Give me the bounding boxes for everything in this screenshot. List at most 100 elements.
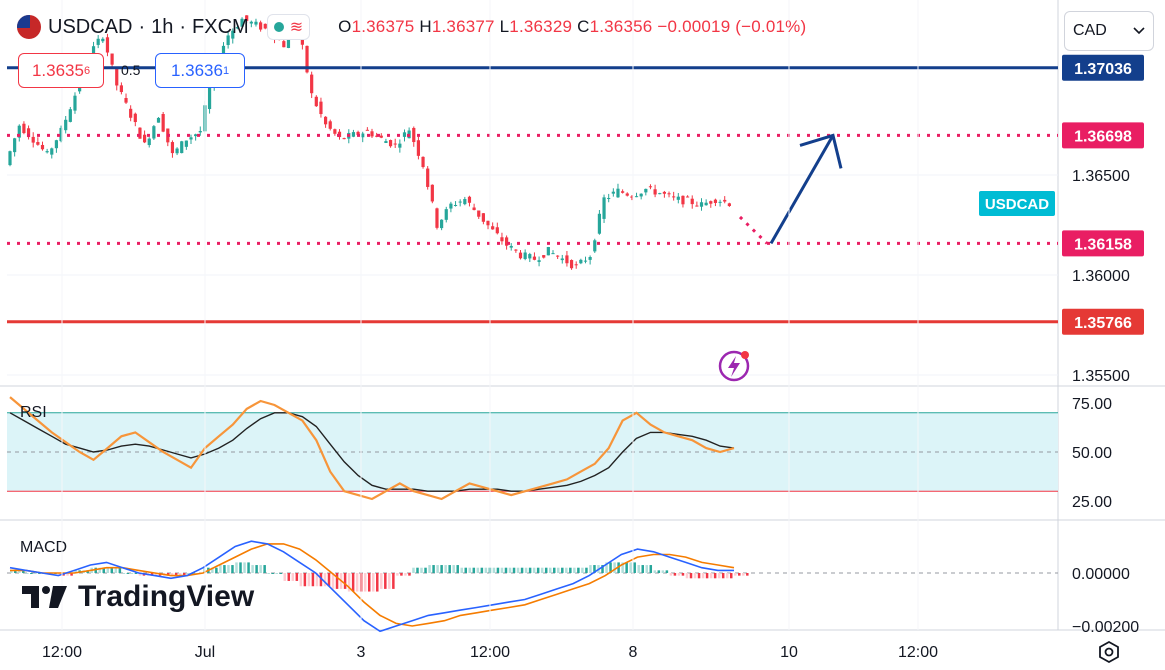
macd-hist-bar (649, 565, 653, 573)
candle-body (119, 85, 123, 93)
macd-hist-bar (343, 573, 347, 589)
macd-hist-bar (384, 573, 387, 589)
alert-dot (741, 351, 749, 359)
macd-hist-bar (561, 567, 564, 573)
macd-hist-bar (444, 565, 447, 573)
candle-body (440, 219, 444, 229)
candle-body (444, 209, 448, 220)
macd-hist-bar (553, 567, 556, 573)
candle-body (59, 127, 63, 142)
candle-body (282, 41, 286, 48)
macd-hist-bar (492, 567, 496, 573)
candle-body (138, 127, 142, 139)
level-price-tag (1062, 122, 1144, 149)
macd-line (9, 540, 734, 633)
macd-hist-bar (94, 567, 97, 573)
candle-body (504, 237, 509, 246)
macd-hist-bar (524, 567, 528, 573)
rsi-tick-label: 25.00 (1072, 494, 1112, 511)
candle-body (625, 193, 629, 196)
macd-hist-bar (548, 567, 552, 573)
macd-hist-bar (66, 573, 69, 576)
interval-label[interactable]: 1h (151, 15, 174, 38)
candle-body (207, 85, 212, 110)
candle-body (556, 255, 560, 257)
candle-body (695, 205, 699, 207)
candle-body (115, 67, 119, 86)
macd-hist-bar (166, 573, 170, 576)
candle-body (226, 35, 230, 45)
sell-price-button[interactable]: 1.3635 6 (18, 53, 104, 88)
macd-hist-bar (681, 573, 685, 576)
candle-body (472, 207, 476, 211)
candle-body (91, 46, 96, 57)
symbol-label[interactable]: USDCAD (48, 15, 133, 38)
candle-body (314, 96, 318, 107)
level-price-label: 1.36698 (1074, 128, 1132, 145)
market-status-badge[interactable]: ≋ (266, 14, 311, 40)
candle-body (259, 22, 263, 30)
candle-body (412, 127, 416, 143)
candle-body (45, 151, 49, 153)
macd-hist-bar (235, 562, 238, 573)
candle-body (96, 38, 100, 45)
candle-body (597, 213, 602, 234)
macd-hist-bar (279, 573, 282, 574)
macd-hist-bar (118, 567, 122, 573)
candle-body (231, 30, 235, 39)
candle-body (690, 198, 694, 205)
rsi-line (9, 396, 735, 501)
candle-body (286, 36, 291, 48)
candle-body (194, 134, 198, 137)
candle-body (463, 199, 467, 205)
candle-body (551, 253, 555, 255)
settings-gear-icon[interactable] (1097, 640, 1121, 664)
candle-body (356, 131, 360, 135)
macd-hist-bar (388, 573, 391, 589)
macd-hist-bar (311, 573, 315, 587)
macd-hist-bar (170, 573, 174, 576)
candle-body (180, 141, 184, 154)
candle-body (221, 45, 226, 54)
candle-body (607, 197, 611, 199)
candle-body (491, 226, 495, 230)
level-price-tag (1062, 54, 1144, 81)
macd-signal-line (10, 543, 735, 627)
buy-price-button[interactable]: 1.3636 1 (155, 53, 245, 88)
macd-hist-bar (697, 573, 701, 579)
currency-select[interactable]: CAD (1064, 11, 1154, 51)
macd-hist-bar (609, 562, 612, 573)
macd-hist-bar (504, 567, 508, 573)
candle-body (64, 119, 68, 131)
macd-hist-bar (227, 565, 230, 573)
candle-body (398, 143, 402, 148)
candle-body (156, 117, 161, 123)
candle-body (184, 140, 188, 147)
candle-body (648, 186, 653, 188)
ohlc-readout: O1.36375 H1.36377 L1.36329 C1.36356 −0.0… (338, 17, 807, 36)
candle-body (393, 143, 397, 145)
macd-hist-bar (114, 567, 118, 573)
macd-hist-bar (432, 565, 435, 573)
candle-body (17, 125, 21, 138)
separator-dot: · (138, 15, 146, 38)
candle-body (481, 213, 485, 222)
macd-hist-bar (355, 573, 359, 592)
macd-hist-bar (178, 573, 182, 576)
macd-hist-bar (255, 565, 258, 573)
macd-hist-bar (291, 573, 295, 581)
macd-hist-bar (452, 565, 455, 573)
macd-hist-bar (673, 573, 677, 576)
macd-hist-bar (38, 573, 41, 574)
candle-body (402, 132, 407, 137)
macd-hist-bar (392, 573, 395, 589)
macd-hist-bar (520, 567, 524, 573)
macd-hist-bar (685, 573, 689, 579)
macd-hist-bar (271, 573, 274, 574)
macd-hist-bar (721, 573, 725, 579)
price-tick-label: 1.36500 (1072, 168, 1130, 185)
candle-body (467, 196, 472, 203)
time-tick-label: 12:00 (470, 644, 510, 661)
lightning-alert-icon[interactable] (718, 350, 750, 382)
